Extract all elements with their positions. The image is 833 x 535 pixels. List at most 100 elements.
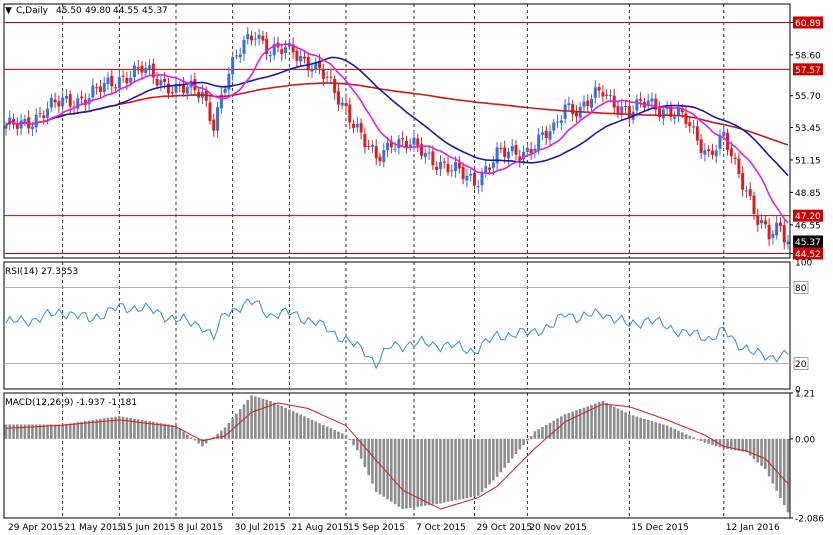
candle-body bbox=[567, 103, 571, 106]
macd-histogram-bar bbox=[775, 438, 778, 491]
candle-body bbox=[208, 102, 212, 121]
candle-body bbox=[359, 123, 363, 133]
candle-body bbox=[261, 35, 265, 41]
macd-histogram-bar bbox=[148, 421, 151, 439]
candle-body bbox=[193, 79, 197, 91]
candle-body bbox=[106, 77, 110, 84]
macd-histogram-bar bbox=[38, 424, 42, 439]
candle-body bbox=[95, 87, 99, 89]
macd-histogram-bar bbox=[507, 438, 510, 464]
macd-histogram-bar bbox=[552, 420, 556, 439]
candle-body bbox=[284, 47, 288, 54]
candle-body bbox=[117, 77, 121, 89]
rsi-axis-label: 80 bbox=[795, 284, 807, 294]
candle-body bbox=[514, 145, 518, 155]
macd-histogram-bar bbox=[136, 419, 140, 439]
candle-body bbox=[650, 98, 654, 102]
macd-histogram-bar bbox=[61, 424, 64, 439]
candle-body bbox=[114, 87, 118, 89]
macd-histogram-bar bbox=[42, 424, 46, 439]
candle-body bbox=[386, 142, 390, 151]
candle-body bbox=[219, 94, 223, 109]
candle-body bbox=[140, 65, 144, 73]
macd-histogram-bar bbox=[733, 438, 737, 451]
collapse-arrow-icon[interactable]: ▼ bbox=[5, 6, 12, 16]
macd-histogram-bar bbox=[582, 407, 586, 439]
candle-body bbox=[170, 92, 174, 94]
macd-histogram-bar bbox=[718, 438, 722, 448]
macd-histogram-bar bbox=[726, 438, 729, 450]
macd-histogram-bar bbox=[27, 424, 30, 439]
macd-histogram-bar bbox=[635, 416, 639, 439]
candle-body bbox=[352, 123, 356, 128]
level-price-box bbox=[793, 209, 823, 222]
candle-body bbox=[155, 78, 159, 86]
macd-histogram-bar bbox=[53, 424, 57, 439]
macd-histogram-bar bbox=[510, 438, 514, 459]
macd-histogram-bar bbox=[779, 438, 782, 498]
macd-histogram-bar bbox=[782, 438, 786, 506]
macd-histogram-bar bbox=[250, 395, 253, 439]
candle-body bbox=[374, 146, 378, 159]
price-axis-label: 48.85 bbox=[795, 189, 821, 199]
candle-body bbox=[491, 162, 495, 169]
macd-histogram-bar bbox=[227, 422, 231, 439]
chart-ohlc-close: 45.37 bbox=[142, 6, 168, 16]
macd-histogram-bar bbox=[741, 438, 744, 452]
macd-histogram-bar bbox=[337, 431, 340, 439]
macd-histogram-bar bbox=[186, 434, 189, 439]
macd-histogram-bar bbox=[269, 400, 272, 439]
macd-histogram-bar bbox=[84, 421, 87, 439]
macd-histogram-bar bbox=[420, 438, 423, 507]
candle-body bbox=[608, 94, 612, 96]
candle-body bbox=[661, 109, 665, 119]
candle-body bbox=[680, 108, 684, 113]
candle-body bbox=[627, 106, 631, 119]
macd-histogram-bar bbox=[356, 438, 359, 451]
candle-body bbox=[231, 56, 235, 75]
macd-histogram-bar bbox=[699, 438, 703, 441]
candle-body bbox=[336, 91, 340, 105]
candle-body bbox=[174, 83, 178, 93]
time-axis-label: 29 Apr 2015 bbox=[8, 523, 64, 533]
chart-symbol: C,Daily bbox=[16, 6, 49, 16]
chart-ohlc-open: 45.50 bbox=[56, 6, 82, 16]
candle-body bbox=[684, 113, 688, 124]
candle-body bbox=[408, 144, 412, 147]
candle-body bbox=[216, 107, 220, 131]
macd-histogram-bar bbox=[140, 419, 144, 439]
candle-body bbox=[480, 172, 484, 186]
rsi-level-box bbox=[793, 357, 809, 370]
macd-histogram-bar bbox=[197, 438, 200, 444]
candle-body bbox=[756, 215, 760, 225]
candle-body bbox=[185, 86, 189, 94]
candle-body bbox=[544, 130, 548, 138]
rsi-level-box bbox=[793, 281, 809, 294]
macd-histogram-bar bbox=[87, 420, 91, 439]
candle-body bbox=[692, 126, 696, 128]
candle-body bbox=[741, 172, 745, 190]
candle-body bbox=[246, 33, 250, 40]
macd-histogram-bar bbox=[643, 418, 646, 439]
candle-body bbox=[132, 65, 136, 78]
macd-signal-line bbox=[5, 402, 789, 510]
macd-histogram-bar bbox=[446, 438, 450, 502]
macd-histogram-bar bbox=[416, 438, 420, 507]
macd-histogram-bar bbox=[616, 408, 620, 439]
macd-histogram-bar bbox=[677, 430, 680, 439]
macd-histogram-bar bbox=[288, 409, 291, 439]
macd-histogram-bar bbox=[363, 438, 367, 467]
price-axis-label: 58.60 bbox=[795, 51, 821, 61]
candle-body bbox=[435, 166, 439, 170]
macd-histogram-bar bbox=[760, 438, 763, 466]
candle-body bbox=[420, 144, 424, 156]
macd-histogram-bar bbox=[57, 424, 61, 439]
macd-histogram-bar bbox=[458, 438, 461, 500]
candle-body bbox=[469, 173, 473, 176]
candle-body bbox=[15, 123, 19, 129]
candle-body bbox=[412, 137, 416, 145]
time-axis-label: 8 Jul 2015 bbox=[178, 523, 223, 533]
candle-body bbox=[363, 133, 367, 148]
candle-body bbox=[597, 87, 601, 91]
